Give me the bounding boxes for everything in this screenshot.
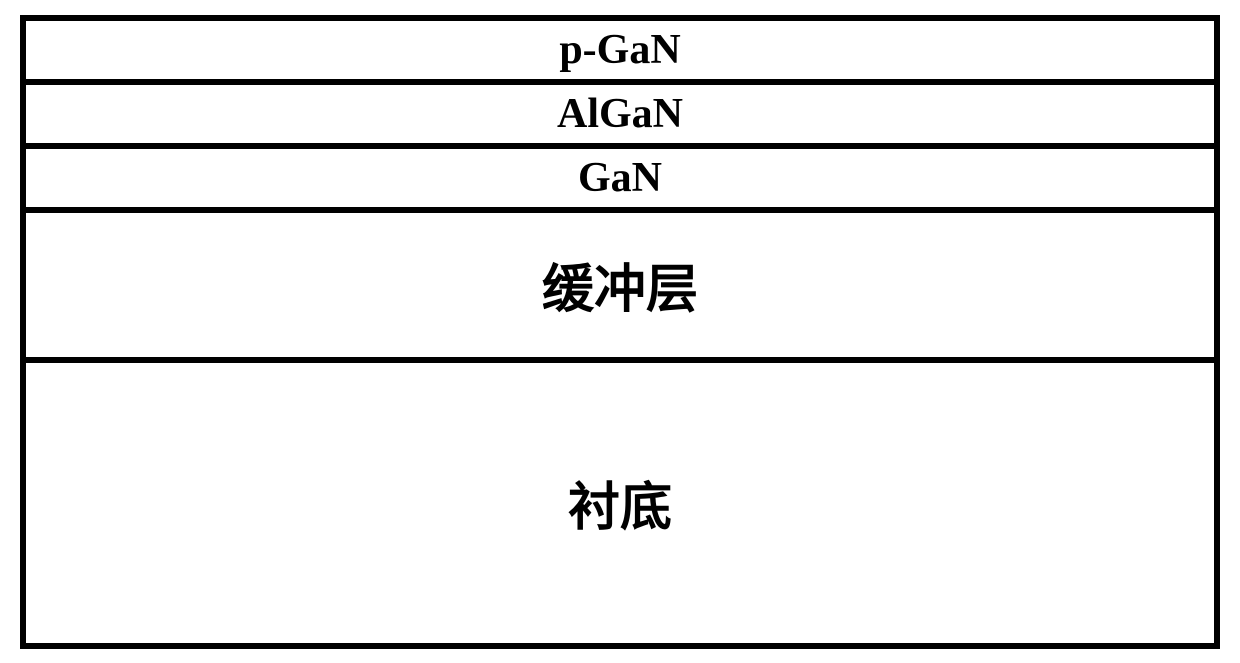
- layer-label: 衬底: [568, 465, 672, 540]
- layer-label: AlGaN: [557, 90, 683, 138]
- layer-label: 缓冲层: [542, 247, 698, 322]
- layer-label: p-GaN: [559, 26, 680, 74]
- layer-p-gan: p-GaN: [26, 21, 1214, 85]
- layer-stack-diagram: p-GaN AlGaN GaN 缓冲层 衬底: [20, 15, 1220, 649]
- layer-substrate: 衬底: [26, 363, 1214, 643]
- layer-label: GaN: [578, 154, 662, 202]
- layer-gan: GaN: [26, 149, 1214, 213]
- layer-buffer: 缓冲层: [26, 213, 1214, 363]
- layer-algan: AlGaN: [26, 85, 1214, 149]
